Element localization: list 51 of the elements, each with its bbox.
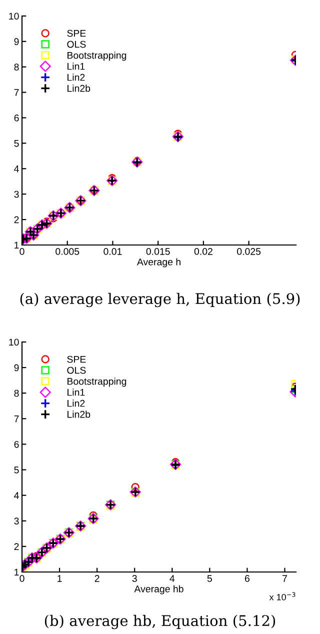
legend-label: SPE	[67, 356, 86, 363]
x-tick-label: 0.015	[146, 248, 170, 255]
text: x 10$^{−3}$	[269, 592, 296, 600]
text: (a) average leverage h, Equation (5.9)	[20, 292, 300, 308]
y-tick-label: 1	[14, 242, 19, 249]
y-tick-label: 3	[14, 518, 19, 525]
y-tick-label: 5	[14, 466, 19, 474]
y-tick-label: 2	[14, 543, 19, 550]
x-tick-label: 3	[132, 575, 137, 582]
x-tick-label: 0	[20, 575, 24, 582]
y-tick-label: 4	[14, 166, 19, 172]
text: (b) average hb, Equation (5.12)	[44, 614, 276, 630]
y-tick-label: 6	[14, 114, 19, 122]
x-tick-label: 0.02	[194, 248, 212, 255]
y-tick-label: 7	[14, 416, 19, 422]
legend-label: Lin2b	[68, 84, 90, 92]
legend-label: Lin1	[68, 62, 85, 70]
x-tick-label: 5	[207, 575, 212, 582]
x-tick-label: 0	[20, 248, 24, 255]
x-tick-label: 0.025	[237, 248, 261, 255]
x-tick-label: 0.01	[104, 248, 122, 255]
legend-label: Lin2b	[68, 410, 90, 418]
x-tick-label: 1	[58, 575, 62, 582]
y-tick-label: 6	[14, 440, 19, 448]
x-axis-title: Average hb	[134, 585, 184, 594]
y-tick-label: 1	[14, 568, 19, 576]
y-tick-label: 3	[14, 190, 19, 198]
legend-label: Lin1	[68, 388, 85, 396]
y-tick-label: 8	[14, 64, 19, 71]
y-tick-label: 5	[14, 140, 19, 147]
y-tick-label: 10	[9, 12, 19, 20]
y-tick-label: 10	[9, 338, 19, 346]
y-tick-label: 2	[14, 216, 19, 224]
legend-label: Lin2	[68, 74, 85, 81]
x-tick-label: 4	[170, 575, 175, 582]
legend-label: Lin2	[68, 400, 85, 407]
y-tick-label: 7	[14, 89, 19, 96]
x-tick-label: 2	[94, 575, 100, 582]
x-tick-label: 7	[282, 575, 287, 582]
legend-label: Bootstrapping	[68, 52, 126, 61]
y-tick-label: 8	[14, 390, 19, 397]
x-tick-label: 0.005	[56, 248, 80, 255]
y-tick-label: 9	[14, 38, 19, 46]
x-axis-title: Average h	[136, 258, 180, 268]
legend-label: SPE	[67, 30, 86, 37]
legend-label: OLS	[67, 40, 86, 48]
legend-label: OLS	[67, 366, 86, 374]
legend-label: Bootstrapping	[68, 378, 126, 387]
y-tick-label: 9	[14, 364, 19, 372]
y-tick-label: 4	[14, 492, 19, 499]
x-tick-label: 6	[244, 575, 250, 582]
